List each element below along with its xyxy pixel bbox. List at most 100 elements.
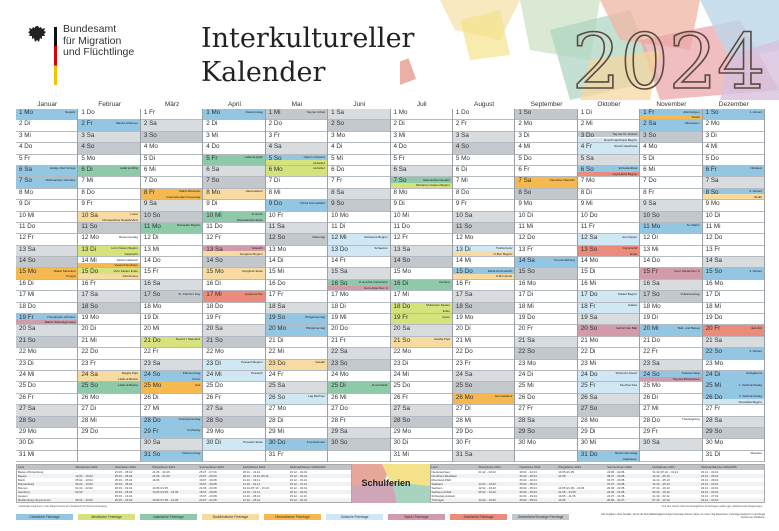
day-cell[interactable]: 18 Mi [515, 302, 577, 315]
day-cell[interactable]: 3 Do Tag der Dt. Einheit Rosch Haschana Be… [577, 131, 640, 144]
day-cell[interactable]: 6 Mi [640, 165, 702, 178]
day-cell[interactable]: 7 Di [265, 177, 328, 189]
day-cell[interactable]: 18 Do [203, 302, 265, 315]
day-cell[interactable]: 28 Mi [452, 416, 515, 428]
day-cell[interactable]: 8 Mo [390, 188, 452, 201]
day-cell[interactable]: 20 Sa [203, 325, 265, 337]
day-cell[interactable]: 11 Di [328, 222, 390, 235]
day-cell[interactable]: 17 So Volkstrauertag [640, 291, 702, 303]
day-cell[interactable]: 9 Mi [577, 200, 640, 212]
day-cell[interactable]: 31 Do Reformationstag Halloween [577, 450, 640, 463]
day-cell[interactable]: 16 Di Aschura [390, 279, 452, 292]
day-cell[interactable]: 20 Mo Pfingstmontag [265, 325, 328, 337]
day-cell[interactable]: 31 Di Silvester [702, 450, 764, 463]
day-cell[interactable]: 28 So [203, 416, 265, 428]
day-cell[interactable]: 23 Mo [515, 359, 577, 371]
day-cell[interactable]: 18 Do [16, 302, 78, 315]
day-cell[interactable]: 2 Sa [140, 120, 203, 132]
day-cell[interactable]: 12 Fr [390, 234, 452, 246]
day-cell[interactable]: 1 So 1. Advent [702, 109, 764, 121]
day-cell[interactable]: 4 Di [328, 143, 390, 155]
day-cell[interactable]: 9 Do Christi Himmelfahrt [265, 200, 328, 212]
day-cell[interactable]: 28 Fr [328, 416, 390, 428]
day-cell[interactable]: 8 Fr [640, 188, 702, 201]
day-cell[interactable]: 7 Sa Ganesha Chaturthi [515, 177, 577, 189]
day-cell[interactable]: 11 Mo Ramadan Beginn [140, 222, 203, 235]
day-cell[interactable]: 6 Sa [203, 165, 265, 178]
day-cell[interactable]: 23 Di Pessach Beginn [203, 359, 265, 371]
day-cell[interactable]: 29 Sa [328, 427, 390, 440]
day-cell[interactable]: 26 So Lag BaOmer [265, 393, 328, 406]
day-cell[interactable]: 12 Do [702, 234, 764, 246]
day-cell[interactable]: 26 Fr [390, 393, 452, 406]
day-cell[interactable]: 3 Sa [452, 131, 515, 144]
day-cell[interactable]: 30 Di [390, 439, 452, 451]
day-cell[interactable]: 20 Sa [16, 325, 78, 337]
day-cell[interactable]: 15 Do Hızır Fasten Ende Parinirvana [78, 268, 140, 280]
day-cell[interactable]: 26 Do 2. Weihnachtstag Chanukka Beginn [702, 393, 764, 406]
day-cell[interactable]: 11 Mo St. Martin [640, 222, 702, 235]
day-cell[interactable]: 30 Do Fronleichnam [265, 439, 328, 451]
day-cell[interactable]: 20 Mi [140, 325, 203, 337]
day-cell[interactable]: 7 Sa [702, 177, 764, 189]
day-cell[interactable]: 26 Mi [328, 393, 390, 406]
day-cell[interactable]: 24 Mi Pessach [203, 370, 265, 383]
day-cell[interactable]: 29 Fr Karfreitag [140, 427, 203, 440]
day-cell[interactable]: 6 Di [452, 165, 515, 178]
day-cell[interactable]: 31 Mi [16, 450, 78, 463]
day-cell[interactable]: 23 Fr [452, 359, 515, 371]
day-cell[interactable]: 5 Fr Lailat al-Qadr [203, 154, 265, 166]
day-cell[interactable]: 16 Di [203, 279, 265, 292]
day-cell[interactable]: 17 Mo [328, 291, 390, 303]
day-cell[interactable]: 23 Mi [577, 359, 640, 371]
day-cell[interactable]: 14 Do [640, 257, 702, 269]
day-cell[interactable]: 17 Fr [265, 291, 328, 303]
day-cell[interactable]: 13 So Cejna Ezid Ende [577, 245, 640, 258]
day-cell[interactable]: 2 Di [390, 120, 452, 132]
day-cell[interactable]: 5 Do [515, 154, 577, 166]
day-cell[interactable]: 21 Do Nevruz / Naw-Ruz [140, 336, 203, 349]
day-cell[interactable]: 27 Sa [390, 405, 452, 417]
day-cell[interactable]: 25 Do [390, 382, 452, 394]
day-cell[interactable]: 3 Mi [390, 131, 452, 144]
day-cell[interactable]: 17 Mi Çarşema Sor [203, 291, 265, 303]
day-cell[interactable]: 31 Mi [390, 450, 452, 463]
day-cell[interactable]: 27 Di [78, 405, 140, 417]
day-cell[interactable]: 14 Mo [577, 257, 640, 269]
day-cell[interactable]: 6 Sa [390, 165, 452, 178]
day-cell[interactable]: 10 Do [577, 211, 640, 223]
day-cell[interactable]: 9 Mo [702, 200, 764, 212]
day-cell[interactable]: 28 Sa [515, 416, 577, 428]
day-cell[interactable]: 1 So [515, 109, 577, 121]
day-cell[interactable]: 25 Sa [265, 382, 328, 394]
day-cell[interactable]: 24 Sa Magha Puja Lailat al-Bara'a [78, 370, 140, 383]
day-cell[interactable]: 16 Do [265, 279, 328, 292]
day-cell[interactable]: 28 Mo [577, 416, 640, 428]
day-cell[interactable]: 18 Mo [640, 302, 702, 315]
day-cell[interactable]: 18 Sa [265, 302, 328, 315]
day-cell[interactable]: 24 Sa [452, 370, 515, 383]
day-cell[interactable]: 21 So Asalha Puja [390, 336, 452, 349]
day-cell[interactable]: 21 Mi [452, 336, 515, 349]
day-cell[interactable]: 3 So [640, 131, 702, 144]
day-cell[interactable]: 27 Do [328, 405, 390, 417]
day-cell[interactable]: 20 Do [328, 325, 390, 337]
day-cell[interactable]: 28 Mi [78, 416, 140, 428]
day-cell[interactable]: 9 Di [16, 200, 78, 212]
day-cell[interactable]: 30 Sa [140, 439, 203, 451]
day-cell[interactable]: 27 So [577, 405, 640, 417]
day-cell[interactable]: 16 Mi [577, 279, 640, 292]
day-cell[interactable]: 6 Fr [515, 165, 577, 178]
day-cell[interactable]: 11 Do [390, 222, 452, 235]
day-cell[interactable]: 13 Sa Vaisakhi Songkran Beginn [203, 245, 265, 258]
day-cell[interactable]: 29 Mo [390, 427, 452, 440]
day-cell[interactable]: 18 So [78, 302, 140, 315]
day-cell[interactable]: 19 Fr Theophanie orthodox Bahá'í Weltrelig… [16, 314, 78, 326]
day-cell[interactable]: 24 So Totensonntag Tag des Bündnisses [640, 370, 702, 383]
day-cell[interactable]: 17 Sa [78, 291, 140, 303]
day-cell[interactable]: 14 Do [140, 257, 203, 269]
day-cell[interactable]: 15 Sa [328, 268, 390, 280]
day-cell[interactable]: 1 Mo Neujahr [16, 109, 78, 121]
day-cell[interactable]: 29 Do [452, 427, 515, 440]
day-cell[interactable]: 24 Mo [328, 370, 390, 383]
